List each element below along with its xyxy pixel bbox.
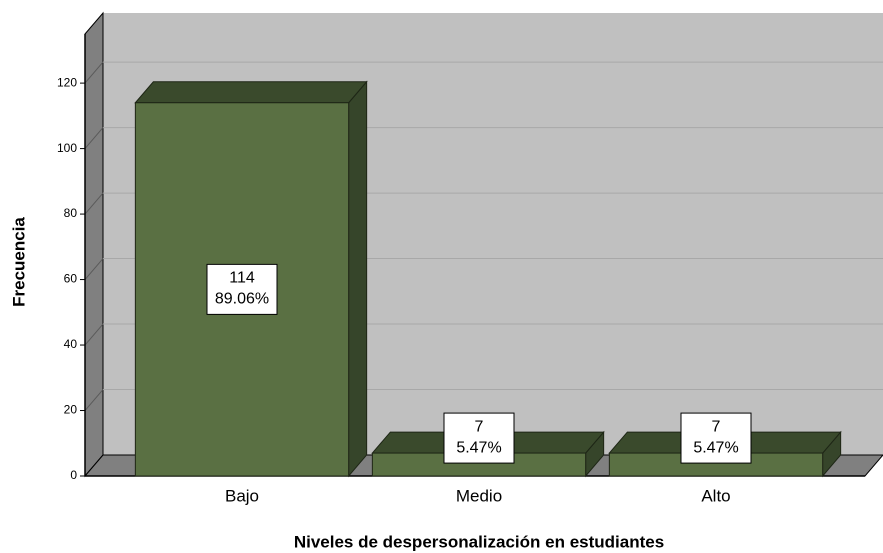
y-tick-label: 120: [57, 75, 77, 89]
x-tick-label: Medio: [456, 486, 502, 505]
bar-side: [348, 80, 368, 478]
grid-line: [84, 389, 104, 411]
grid-line: [84, 192, 104, 215]
data-label-percent: 89.06%: [215, 291, 269, 308]
data-label-box: [206, 263, 278, 315]
data-label: 114: [229, 270, 255, 287]
bar-top: [134, 81, 368, 104]
data-label: 7: [712, 418, 721, 435]
grid-line: [84, 258, 104, 280]
x-tick-label: Alto: [701, 486, 730, 505]
y-tick-label: 20: [64, 403, 78, 417]
grid-line: [84, 323, 104, 346]
y-tick-label: 80: [64, 206, 78, 220]
x-tick-label: Bajo: [225, 486, 259, 505]
data-label-percent: 5.47%: [693, 439, 738, 456]
x-axis-title: Niveles de despersonalización en estudia…: [294, 532, 664, 551]
grid-line: [84, 61, 104, 84]
data-label-percent: 5.47%: [456, 439, 501, 456]
y-tick-label: 100: [57, 141, 77, 155]
y-tick-label: 40: [64, 337, 78, 351]
y-tick-label: 60: [64, 272, 78, 286]
y-axis-title: Frecuencia: [9, 217, 28, 307]
data-label: 7: [475, 418, 484, 435]
data-label-box: [443, 412, 515, 464]
data-label-box: [680, 412, 752, 464]
side-wall: [84, 11, 104, 478]
y-tick-label: 0: [70, 468, 77, 482]
grid-line: [84, 127, 104, 149]
